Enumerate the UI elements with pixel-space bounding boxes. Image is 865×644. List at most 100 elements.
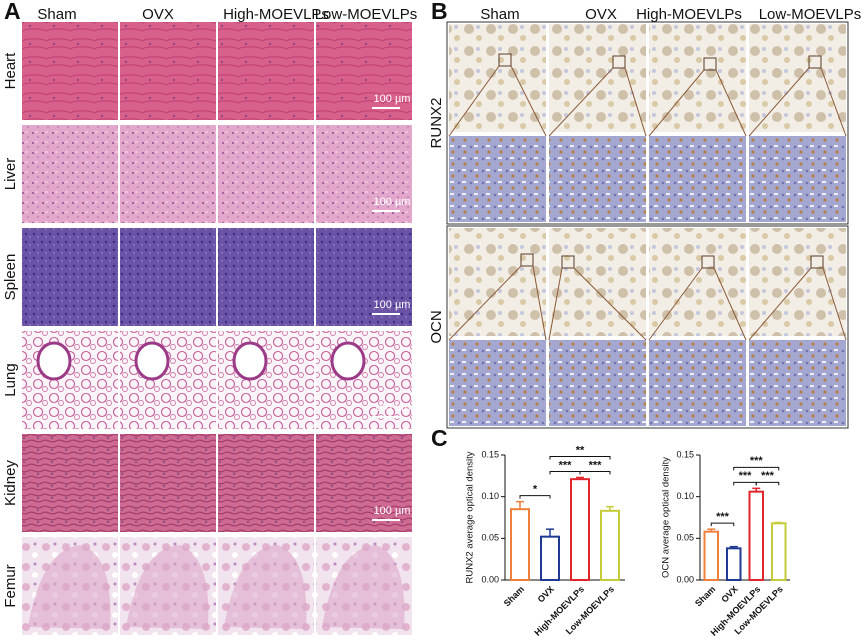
row-label: Kidney [2,460,19,506]
bar [510,508,530,581]
histology-image [22,228,118,326]
ihc-zoom [649,136,746,222]
x-tick-label: OVX [536,584,557,605]
histology-image [316,434,412,532]
scale-bar-label: 100 µm [374,93,411,105]
x-tick-label: Sham [502,584,526,608]
airway [232,341,268,381]
bar [600,509,620,582]
histology-image [22,331,118,429]
bar [540,535,560,582]
column-header: Low-MOEVLPs [315,6,418,23]
panel-frame [446,225,849,429]
zoom-line [573,267,647,341]
significance-label: *** [761,470,775,482]
histology-image [120,22,216,120]
ihc-zoom [549,340,646,426]
y-axis-label: OCN average optical density [661,457,672,578]
significance-label: *** [589,459,603,471]
zoom-box [808,55,822,69]
zoom-box [498,53,512,67]
column-header: Sham [480,6,519,23]
zoom-line [713,267,747,341]
y-tick-label: 0.00 [481,574,499,584]
histology-image [120,331,216,429]
zoom-line [548,67,614,137]
histology-image [22,22,118,120]
ihc-zoom [649,340,746,426]
histology-image [316,22,412,120]
y-tick-label: 0.00 [676,574,694,584]
zoom-line [648,267,703,341]
airway [330,341,366,381]
zoom-box [520,253,534,267]
row-label: Femur [2,564,19,607]
zoom-line [510,65,547,137]
ihc-overview [549,228,646,336]
zoom-line [448,65,500,137]
y-tick-label: 0.15 [676,449,694,459]
femur-section [28,545,111,629]
significance-label: * [533,484,538,496]
significance-bracket [579,471,611,475]
histology-image [218,125,314,223]
airway [134,341,170,381]
ihc-zoom [749,136,846,222]
panel-label: B [431,0,448,24]
ihc-overview [749,24,846,132]
significance-label: ** [576,444,585,456]
significance-label: *** [559,459,573,471]
column-header: OVX [142,6,174,23]
row-label: OCN [428,310,445,343]
y-tick-label: 0.05 [481,533,499,543]
row-label: Lung [2,363,19,396]
histology-image [120,434,216,532]
panel-label: C [431,425,448,451]
significance-bracket [733,466,780,471]
y-tick-label: 0.10 [481,491,499,501]
column-header: Low-MOEVLPs [759,6,862,23]
ihc-overview [749,228,846,336]
histology-image [316,125,412,223]
zoom-line [822,267,847,341]
zoom-line [448,265,522,341]
significance-bracket [519,495,551,499]
bar [748,490,764,581]
histology-image [120,125,216,223]
histology-image [218,228,314,326]
zoom-line [548,267,563,341]
scale-bar-label: 100 µm [374,505,411,517]
scale-bar-label: 100 µm [374,299,411,311]
femur-section [322,545,405,629]
zoom-line [624,67,647,137]
ihc-zoom [449,340,546,426]
histology-image [120,228,216,326]
significance-bracket [549,471,581,475]
airway [36,341,72,381]
ihc-zoom [749,340,846,426]
histology-image [218,331,314,429]
y-tick-label: 0.15 [481,449,499,459]
zoom-line [748,267,812,341]
significance-label: *** [716,511,730,523]
x-tick-label: Sham [693,584,717,608]
bar [771,522,787,581]
histology-image [218,434,314,532]
ihc-zoom [549,136,646,222]
significance-bracket [733,481,757,486]
y-axis-label: RUNX2 average optical density [465,451,476,583]
bar [703,530,719,582]
row-label: RUNX2 [428,98,445,149]
histology-image [316,228,412,326]
femur-section [126,545,209,629]
significance-label: *** [739,470,753,482]
significance-bracket [710,522,735,527]
y-tick-label: 0.10 [676,491,694,501]
scale-bar-label: 100 µm [374,402,411,414]
histology-image [218,22,314,120]
zoom-box [703,57,717,71]
panel-frame [446,21,849,225]
bar [570,478,590,581]
column-header: High-MOEVLPs [223,6,329,23]
